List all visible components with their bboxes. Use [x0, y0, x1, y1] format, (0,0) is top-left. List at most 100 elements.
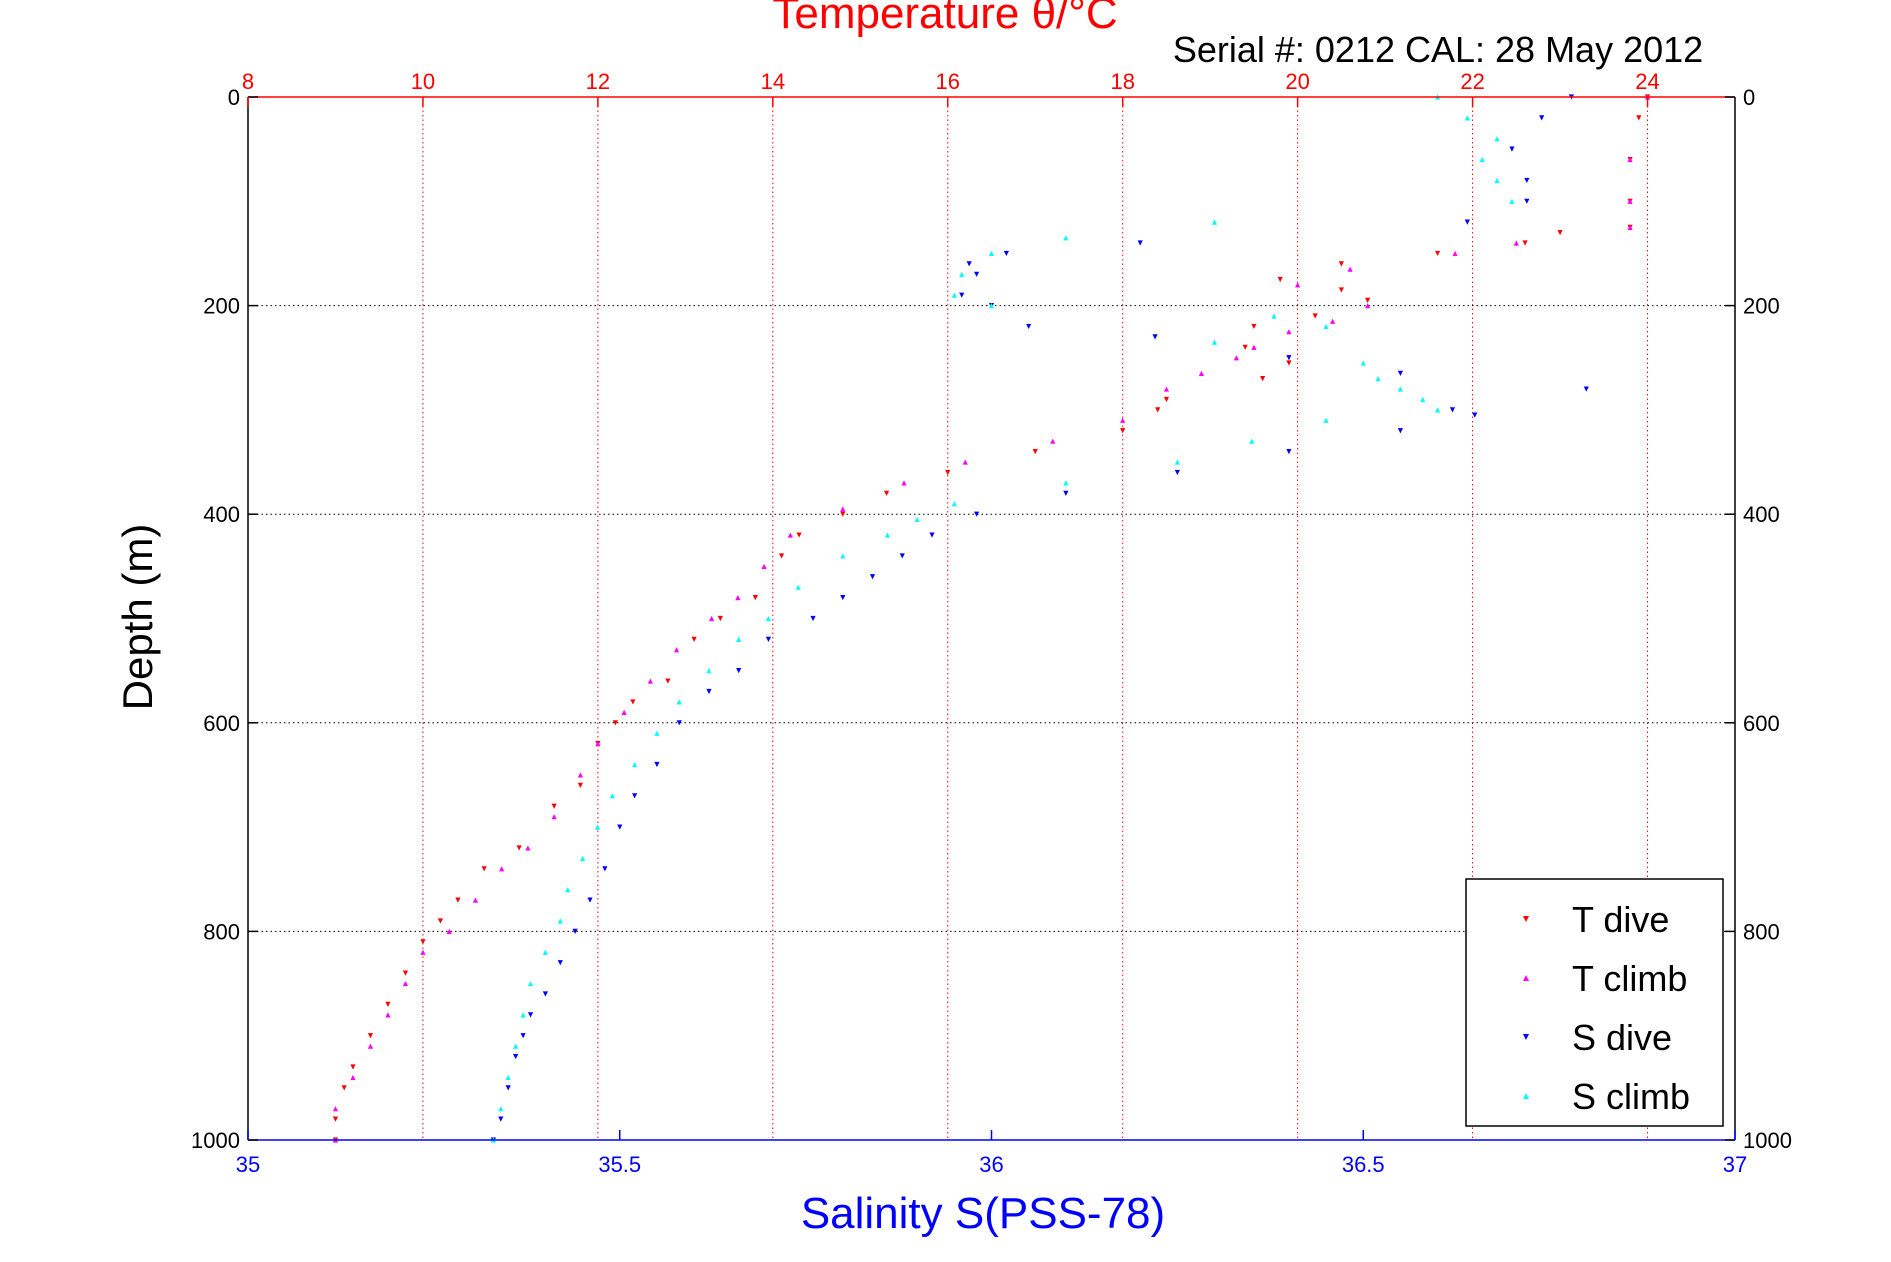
s-dive-point: [654, 761, 660, 768]
t-dive-point: [350, 1064, 356, 1070]
s-dive-point: [572, 928, 578, 934]
s-climb-point: [840, 553, 846, 559]
t-dive-point: [796, 532, 802, 538]
s-climb-point: [579, 855, 586, 861]
t-climb-point: [402, 980, 409, 987]
axes-layer: 0 0 200 200 400 400 600 600 800 800 1000 1000 8 10 12 1…: [191, 69, 1792, 1177]
t-climb-point: [551, 814, 557, 820]
t-climb-point: [420, 949, 426, 955]
t-climb-point: [621, 709, 627, 715]
s-dive-point: [959, 292, 965, 298]
t-climb-point: [472, 897, 479, 903]
s-dive-point: [1472, 412, 1478, 418]
t-climb-point: [1513, 240, 1519, 246]
depth-tick-label: 400: [203, 502, 240, 527]
s-climb-point: [505, 1074, 511, 1081]
t-climb-point: [1198, 370, 1205, 376]
depth-tick-label: 600: [203, 711, 240, 736]
s-dive-point: [765, 636, 772, 642]
s-climb-point: [1479, 156, 1485, 163]
t-dive-point: [332, 1116, 339, 1122]
s-dive-point: [498, 1116, 504, 1122]
t-dive-point: [945, 469, 951, 476]
t-climb-point: [1295, 282, 1301, 288]
t-dive-point: [752, 595, 758, 601]
s-climb-point: [959, 271, 965, 277]
t-dive-point: [691, 636, 697, 642]
s-dive-point: [1152, 334, 1158, 340]
depth-tick-label: 400: [1743, 502, 1780, 527]
s-climb-point: [1494, 177, 1500, 184]
s-climb-point: [557, 918, 563, 924]
t-climb-point: [647, 678, 653, 684]
t-dive-point: [1163, 396, 1170, 403]
t-dive-point: [1251, 323, 1257, 330]
s-climb-point: [1375, 376, 1381, 382]
depth-tick-label: 800: [203, 919, 240, 944]
t-climb-point: [901, 480, 907, 486]
s-dive-point: [587, 897, 593, 903]
t-dive-point: [717, 615, 723, 622]
t-climb-point: [962, 459, 968, 465]
salinity-tick-label: 35: [236, 1152, 260, 1177]
s-climb-point: [542, 949, 548, 955]
t-dive-point: [1277, 276, 1283, 283]
t-climb-point: [1627, 224, 1633, 230]
temperature-tick-label: 24: [1635, 69, 1659, 94]
depth-tick-label: 1000: [1743, 1128, 1792, 1153]
s-climb-point: [951, 501, 957, 507]
t-climb-point: [1251, 344, 1257, 350]
t-climb-point: [350, 1074, 356, 1081]
s-dive-point: [736, 668, 742, 674]
t-dive-point: [455, 897, 461, 903]
s-dive-point: [1524, 198, 1530, 204]
s-dive-point: [542, 991, 548, 997]
serial-caption: Serial #: 0212 CAL: 28 May 2012: [1173, 29, 1703, 70]
t-dive-point: [402, 970, 409, 976]
t-dive-point: [577, 782, 583, 788]
temperature-tick-label: 12: [586, 69, 610, 94]
s-climb-point: [1420, 396, 1426, 403]
temperature-tick-label: 14: [761, 69, 785, 94]
s-dive-point: [527, 1012, 534, 1018]
s-dive-point: [1026, 323, 1032, 330]
depth-tick-label: 0: [1743, 85, 1755, 110]
depth-tick-label: 800: [1743, 919, 1780, 944]
s-climb-point: [1509, 198, 1515, 204]
t-climb-point: [1627, 156, 1633, 163]
t-climb-point: [1365, 303, 1371, 309]
s-climb-point: [1211, 219, 1218, 225]
s-climb-point: [1323, 417, 1329, 423]
t-dive-point: [630, 699, 636, 705]
t-climb-point: [708, 615, 715, 622]
s-climb-point: [527, 980, 534, 987]
s-climb-point: [884, 532, 891, 538]
s-climb-point: [765, 615, 772, 622]
s-dive-point: [840, 595, 846, 601]
t-dive-point: [778, 553, 785, 559]
depth-tick-label: 0: [228, 85, 240, 110]
x-axis-label: Salinity S(PSS-78): [801, 1189, 1165, 1238]
t-dive-point: [665, 678, 671, 684]
s-dive-point: [632, 793, 638, 799]
legend-entry-label: T dive: [1572, 899, 1669, 940]
t-dive-point: [1557, 229, 1563, 236]
t-climb-point: [761, 563, 767, 569]
s-climb-point: [594, 824, 601, 830]
t-climb-point: [674, 647, 680, 653]
s-climb-point: [1174, 459, 1180, 465]
legend-marker: [1523, 975, 1529, 981]
t-dive-point: [516, 845, 522, 851]
t-dive-point: [1365, 297, 1371, 303]
t-climb-point: [1330, 318, 1336, 324]
s-climb-point: [632, 761, 638, 768]
t-climb-point: [446, 928, 452, 934]
s-climb-point: [654, 730, 660, 736]
s-climb-point: [1464, 115, 1470, 121]
chart-title: Temperature θ/°C: [772, 0, 1117, 38]
s-climb-point: [951, 292, 957, 298]
s-dive-point: [929, 532, 935, 538]
s-climb-point: [609, 793, 615, 799]
s-climb-point: [736, 636, 742, 642]
depth-tick-label: 600: [1743, 711, 1780, 736]
